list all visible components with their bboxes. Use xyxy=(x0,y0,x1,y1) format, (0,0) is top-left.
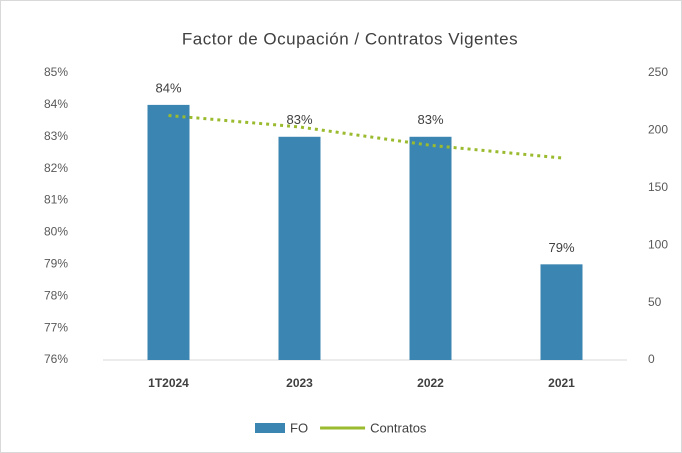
y2-tick-label: 50 xyxy=(648,295,662,309)
y-tick-label: 82% xyxy=(44,161,68,175)
y2-tick-label: 150 xyxy=(648,180,668,194)
line-series xyxy=(168,113,562,160)
bar xyxy=(147,104,190,360)
legend-label: FO xyxy=(290,420,308,435)
y2-tick-label: 200 xyxy=(648,123,668,137)
y-tick-label: 85% xyxy=(44,65,68,79)
data-label: 79% xyxy=(548,240,574,255)
chart-title: Factor de Ocupación / Contratos Vigentes xyxy=(182,29,518,48)
y-tick-label: 78% xyxy=(44,288,68,302)
y-tick-label: 77% xyxy=(44,320,68,334)
x-tick-label: 2021 xyxy=(548,376,575,390)
legend-swatch xyxy=(255,423,285,433)
bar xyxy=(540,264,583,360)
data-label: 84% xyxy=(155,80,181,95)
y-tick-label: 80% xyxy=(44,225,68,239)
y2-tick-label: 0 xyxy=(648,352,655,366)
y2-tick-label: 100 xyxy=(648,237,668,251)
data-label: 83% xyxy=(286,112,312,127)
x-tick-label: 1T2024 xyxy=(148,376,189,390)
bar xyxy=(409,136,452,360)
y-tick-label: 81% xyxy=(44,193,68,207)
y-tick-label: 79% xyxy=(44,257,68,271)
y-tick-label: 76% xyxy=(44,352,68,366)
bar xyxy=(278,136,321,360)
legend-label: Contratos xyxy=(370,420,427,435)
y-tick-label: 83% xyxy=(44,129,68,143)
y-tick-label: 84% xyxy=(44,97,68,111)
x-tick-label: 2022 xyxy=(417,376,444,390)
x-tick-label: 2023 xyxy=(286,376,313,390)
y2-tick-label: 250 xyxy=(648,65,668,79)
data-label: 83% xyxy=(417,112,443,127)
